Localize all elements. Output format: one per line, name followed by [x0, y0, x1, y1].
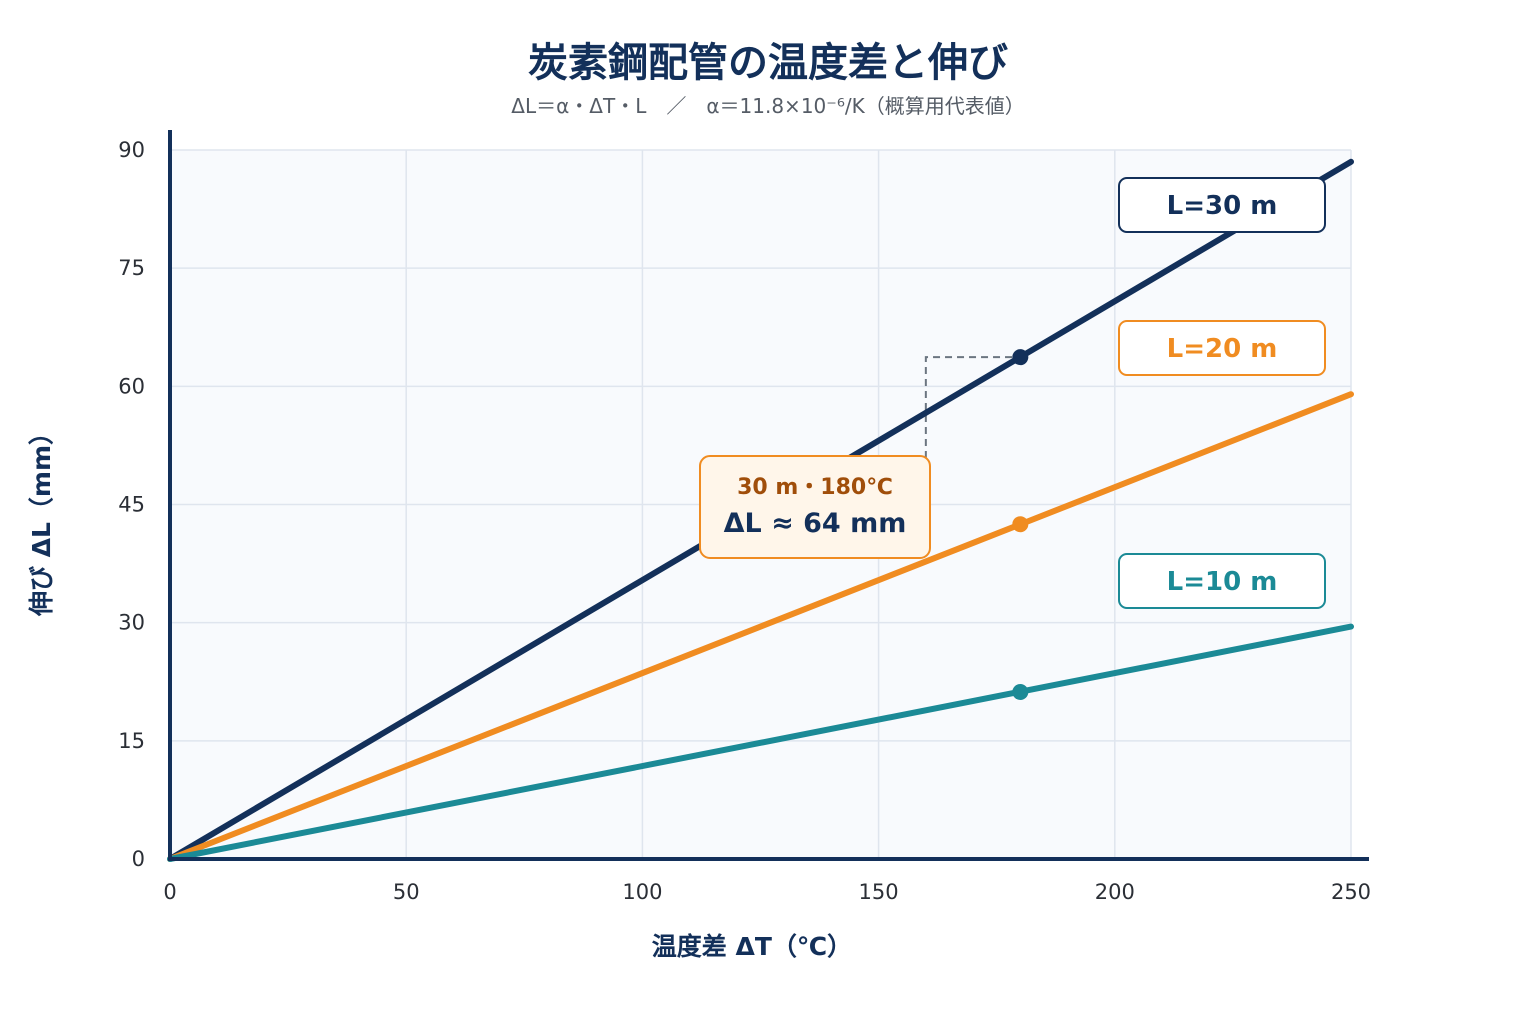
x-tick-label: 100 [622, 880, 662, 904]
x-tick-label: 0 [163, 880, 176, 904]
y-tick-label: 75 [118, 256, 145, 280]
x-tick-label: 200 [1095, 880, 1135, 904]
y-tick-label: 30 [118, 611, 145, 635]
annotation-line1: 30 m・180℃ [737, 475, 893, 500]
y-tick-label: 90 [118, 138, 145, 162]
axes [168, 130, 1369, 861]
legend-label: L=20 m [1167, 334, 1278, 364]
series-line [167, 391, 1354, 862]
annotation-guide-line [924, 356, 1021, 458]
annotation-box [699, 455, 931, 559]
y-tick-label: 45 [118, 493, 145, 517]
legend-box [1118, 553, 1326, 609]
y-tick-label: 60 [118, 374, 145, 398]
x-axis-label: 温度差 ΔT（℃） [652, 932, 852, 961]
legend-box [1118, 320, 1326, 376]
legend-label: L=10 m [1167, 567, 1278, 597]
series-marker [1012, 516, 1029, 533]
x-tick-label: 150 [859, 880, 899, 904]
tick-labels: 0 50 100 150 200 250 0 15 30 45 60 75 90 [118, 138, 1371, 904]
legend-box [1118, 177, 1326, 233]
legend-label: L=30 m [1167, 191, 1278, 221]
annotation-callout: 30 m・180℃ ΔL ≈ 64 mm [699, 455, 931, 559]
series-marker [1012, 683, 1029, 700]
y-tick-label: 15 [118, 729, 145, 753]
series-line [167, 623, 1354, 862]
x-tick-label: 250 [1331, 880, 1371, 904]
y-axis-label: 伸び ΔL（mm） [27, 420, 56, 617]
legend: L=30 m L=20 m L=10 m [1118, 177, 1326, 609]
chart-subtitle: ΔL＝α・ΔT・L ／ α＝11.8×10⁻⁶/K（概算用代表値） [511, 94, 1025, 118]
y-tick-label: 0 [132, 847, 145, 871]
annotation-line2: ΔL ≈ 64 mm [724, 508, 907, 539]
chart-title: 炭素鋼配管の温度差と伸び [528, 40, 1008, 86]
series-marker [1012, 349, 1029, 366]
x-tick-label: 50 [393, 880, 420, 904]
